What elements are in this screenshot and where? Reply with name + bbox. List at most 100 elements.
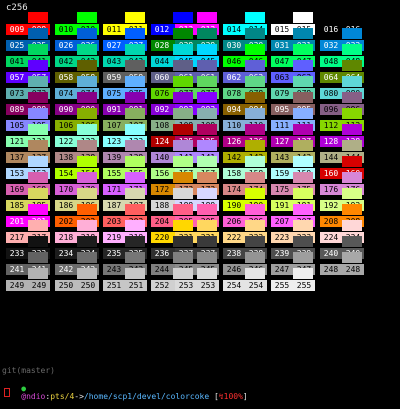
color-label-154: 154 — [55, 168, 77, 179]
color-label-042: 042 — [55, 56, 77, 67]
color-label-079: 079 — [271, 88, 293, 99]
color-swatch-185 — [28, 188, 48, 199]
color-swatch-109 — [197, 108, 217, 119]
color-label-187: 187 — [103, 200, 125, 211]
color-swatch-032 — [342, 28, 362, 39]
color-swatch-011 — [125, 12, 145, 23]
color-swatch-248 — [342, 252, 362, 263]
color-label-128: 128 — [320, 136, 342, 147]
color-label-192: 192 — [320, 200, 342, 211]
color-label-175: 175 — [271, 184, 293, 195]
color-label-207: 207 — [271, 216, 293, 227]
color-label-201: 201 — [6, 216, 28, 227]
color-swatch-244 — [173, 252, 193, 263]
color-swatch-206 — [245, 204, 265, 215]
color-swatch-192 — [342, 188, 362, 199]
color-swatch-009 — [28, 12, 48, 23]
color-label-243: 243 — [103, 264, 125, 275]
color-swatch-254 — [245, 268, 265, 279]
color-label-202: 202 — [55, 216, 77, 227]
color-swatch-143 — [293, 140, 313, 151]
color-swatch-187 — [125, 188, 145, 199]
prompt-bullet-icon: ● — [21, 384, 27, 393]
color-swatch-057 — [28, 60, 48, 71]
color-label-121: 121 — [6, 136, 28, 147]
color-swatch-190 — [245, 188, 265, 199]
color-swatch-255 — [293, 268, 313, 279]
color-label-059: 059 — [103, 72, 125, 83]
color-swatch-219 — [125, 220, 145, 231]
color-label-016: 016 — [320, 24, 342, 35]
color-swatch-064 — [342, 60, 362, 71]
color-label-105: 105 — [6, 120, 28, 131]
color-swatch-253 — [197, 268, 217, 279]
color-swatch-236 — [173, 236, 193, 247]
color-label-011: 011 — [103, 24, 125, 35]
color-label-235: 235 — [103, 248, 125, 259]
color-label-111: 111 — [271, 120, 293, 131]
color-swatch-139 — [125, 140, 145, 151]
color-label-255: 255 — [271, 280, 293, 291]
color-swatch-122 — [77, 124, 97, 135]
color-label-217: 217 — [6, 232, 28, 243]
color-swatch-239 — [293, 236, 313, 247]
color-swatch-204 — [173, 204, 193, 215]
color-swatch-176 — [342, 172, 362, 183]
color-swatch-025 — [28, 28, 48, 39]
prompt-percent: 100% — [223, 392, 243, 401]
color-swatch-092 — [173, 92, 193, 103]
color-swatch-157 — [197, 156, 217, 167]
git-branch-line: git(master) — [2, 366, 55, 375]
color-label-127: 127 — [271, 136, 293, 147]
color-label-251: 251 — [103, 280, 125, 291]
color-swatch-223 — [293, 220, 313, 231]
color-swatch-014 — [245, 12, 265, 23]
shell-prompt[interactable]: ● @ndio:pts/4->/home/scp1/devel/colorcok… — [2, 377, 248, 409]
color-swatch-202 — [77, 204, 97, 215]
color-swatch-222 — [245, 220, 265, 231]
color-label-170: 170 — [55, 184, 77, 195]
color-swatch-078 — [245, 76, 265, 87]
color-swatch-058 — [77, 60, 97, 71]
color-swatch-220 — [173, 220, 193, 231]
color-swatch-174 — [245, 172, 265, 183]
color-swatch-159 — [293, 156, 313, 167]
prompt-user-host: @ndio — [21, 392, 46, 401]
color-label-075: 075 — [103, 88, 125, 99]
color-code-253: 253 — [197, 280, 219, 291]
color-label-015: 015 — [271, 24, 293, 35]
color-label-122: 122 — [55, 136, 77, 147]
color-swatch-080 — [342, 76, 362, 87]
color-label-047: 047 — [271, 56, 293, 67]
color-label-126: 126 — [223, 136, 245, 147]
color-swatch-221 — [197, 220, 217, 231]
color-label-172: 172 — [151, 184, 173, 195]
color-label-218: 218 — [55, 232, 77, 243]
color-swatch-063 — [293, 60, 313, 71]
color-swatch-105 — [28, 108, 48, 119]
color-label-239: 239 — [271, 248, 293, 259]
color-label-043: 043 — [103, 56, 125, 67]
color-label-253: 253 — [175, 280, 197, 291]
color-swatch-016 — [342, 12, 362, 23]
color-label-153: 153 — [6, 168, 28, 179]
color-swatch-138 — [77, 140, 97, 151]
color-label-176: 176 — [320, 184, 342, 195]
color-swatch-224 — [342, 220, 362, 231]
color-label-188: 188 — [151, 200, 173, 211]
color-label-190: 190 — [223, 200, 245, 211]
color-swatch-240 — [342, 236, 362, 247]
color-label-028: 028 — [151, 40, 173, 51]
color-label-106: 106 — [55, 120, 77, 131]
prompt-bracket-close: ] — [242, 392, 248, 401]
color-swatch-123 — [125, 124, 145, 135]
color-swatch-137 — [28, 140, 48, 151]
color-swatch-207 — [293, 204, 313, 215]
color-swatch-205 — [197, 204, 217, 215]
color-label-025: 025 — [6, 40, 28, 51]
color-swatch-047 — [293, 44, 313, 55]
color-label-095: 095 — [271, 104, 293, 115]
color-label-254: 254 — [223, 280, 245, 291]
color-swatch-249 — [28, 268, 48, 279]
